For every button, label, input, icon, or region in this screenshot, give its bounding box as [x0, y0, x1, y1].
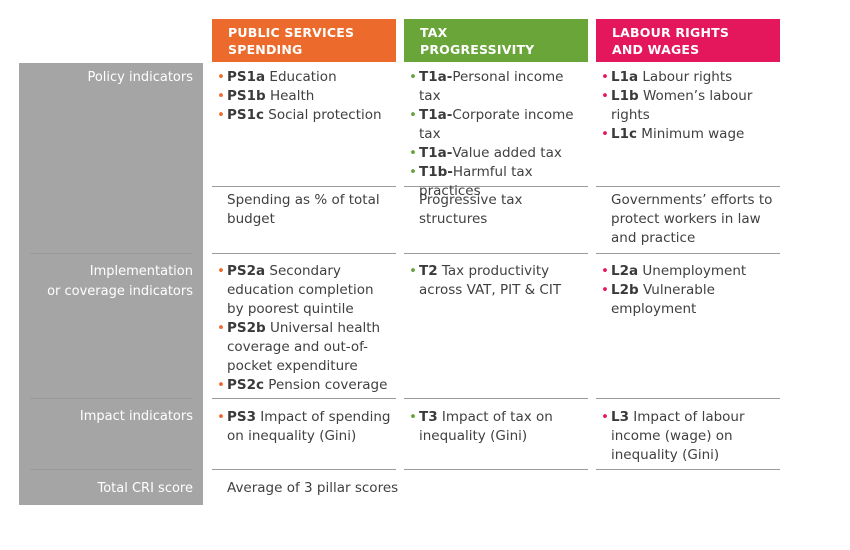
list-item: L1a Labour rights [601, 68, 777, 87]
row-label-sidebar [19, 63, 203, 505]
header-labour-rights: LABOUR RIGHTS AND WAGES [596, 19, 780, 62]
list-item: L1c Minimum wage [601, 125, 777, 144]
indicator-list: PS1a Education PS1b Health PS1c Social p… [217, 68, 393, 125]
list-item: T2 Tax productivity across VAT, PIT & CI… [409, 262, 585, 300]
row-label-impact: Impact indicators [79, 409, 193, 424]
divider [212, 398, 396, 399]
divider [212, 186, 396, 187]
policy-summary-public-services: Spending as % of total budget [227, 192, 380, 227]
implementation-cell-tax: T2 Tax productivity across VAT, PIT & CI… [409, 262, 585, 300]
divider [596, 253, 780, 254]
divider [30, 253, 193, 254]
list-item: PS2c Pension coverage [217, 376, 393, 395]
policy-cell-tax: T1a-Personal income tax T1a-Corporate in… [409, 68, 585, 201]
header-tax-progressivity: TAX PROGRESSIVITY [404, 19, 588, 62]
row-label-policy: Policy indicators [87, 70, 193, 85]
list-item: PS1a Education [217, 68, 393, 87]
list-item: PS1b Health [217, 87, 393, 106]
implementation-cell-public-services: PS2a Secondary education completion by p… [217, 262, 393, 395]
policy-cell-public-services: PS1a Education PS1b Health PS1c Social p… [217, 68, 393, 125]
impact-cell-tax: T3 Impact of tax on inequality (Gini) [409, 408, 585, 446]
list-item: T1b-Harmful tax practices [409, 163, 585, 201]
list-item: PS2b Universal health coverage and out-o… [217, 319, 393, 376]
list-item: T1a-Personal income tax [409, 68, 585, 106]
list-item: L2b Vulnerable employment [601, 281, 777, 319]
policy-cell-labour: L1a Labour rights L1b Women’s labour rig… [601, 68, 777, 144]
row-label-implementation: Implementation or coverage indicators [47, 264, 193, 299]
indicator-list: T1a-Personal income tax T1a-Corporate in… [409, 68, 585, 201]
divider [30, 469, 193, 470]
divider [596, 186, 780, 187]
list-item: PS2a Secondary education completion by p… [217, 262, 393, 319]
divider [404, 398, 588, 399]
indicator-list: PS3 Impact of spending on inequality (Gi… [217, 408, 393, 446]
total-cri-score-value: Average of 3 pillar scores [227, 480, 399, 496]
divider [596, 398, 780, 399]
impact-cell-public-services: PS3 Impact of spending on inequality (Gi… [217, 408, 393, 446]
row-label-total: Total CRI score [97, 481, 193, 496]
divider [596, 469, 780, 470]
list-item: PS3 Impact of spending on inequality (Gi… [217, 408, 393, 446]
indicator-list: T2 Tax productivity across VAT, PIT & CI… [409, 262, 585, 300]
implementation-cell-labour: L2a Unemployment L2b Vulnerable employme… [601, 262, 777, 319]
indicator-list: L1a Labour rights L1b Women’s labour rig… [601, 68, 777, 144]
divider [404, 253, 588, 254]
list-item: T1a-Value added tax [409, 144, 585, 163]
list-item: T1a-Corporate income tax [409, 106, 585, 144]
list-item: PS1c Social protection [217, 106, 393, 125]
divider [30, 398, 193, 399]
list-item: T3 Impact of tax on inequality (Gini) [409, 408, 585, 446]
divider [212, 253, 396, 254]
indicator-list: PS2a Secondary education completion by p… [217, 262, 393, 395]
impact-cell-labour: L3 Impact of labour income (wage) on ine… [601, 408, 777, 465]
policy-summary-tax: Progressive tax structures [419, 192, 523, 227]
divider [404, 469, 588, 470]
indicator-list: T3 Impact of tax on inequality (Gini) [409, 408, 585, 446]
divider [212, 469, 396, 470]
list-item: L3 Impact of labour income (wage) on ine… [601, 408, 777, 465]
header-public-services: PUBLIC SERVICES SPENDING [212, 19, 396, 62]
policy-summary-labour: Governments’ efforts to protect workers … [611, 192, 773, 246]
list-item: L2a Unemployment [601, 262, 777, 281]
indicator-list: L3 Impact of labour income (wage) on ine… [601, 408, 777, 465]
list-item: L1b Women’s labour rights [601, 87, 777, 125]
indicator-list: L2a Unemployment L2b Vulnerable employme… [601, 262, 777, 319]
